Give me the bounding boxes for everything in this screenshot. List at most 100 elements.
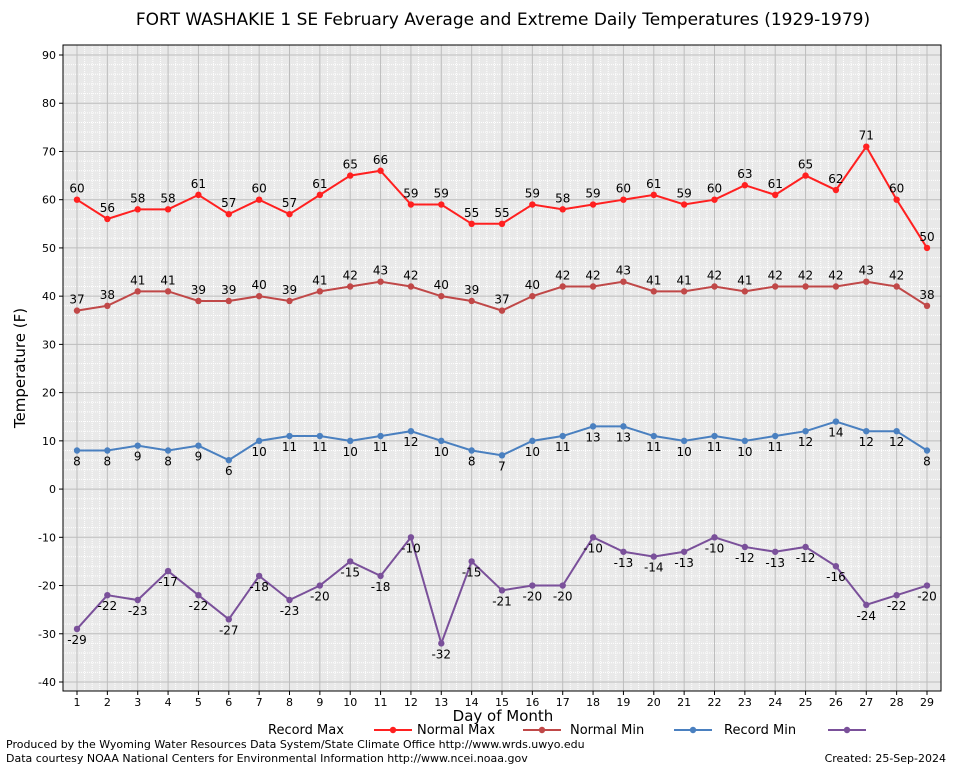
data-label-record-min: -20 [917,590,937,604]
data-label-record-max: 62 [828,172,843,186]
legend-item-record-min: Record Min [724,723,866,738]
data-point-record-min [772,548,779,555]
data-point-record-min [164,567,172,575]
series-normal-max: 37 38 41 41 39 39 40 39 41 42 43 42 40 39 37 40 42 42 43 41… [69,264,935,314]
x-tick-label: 28 [890,696,904,709]
x-tick-label: 3 [134,696,141,709]
data-point-record-max [498,220,506,228]
data-label-record-min: -22 [887,599,907,613]
data-label-normal-max: 43 [616,264,631,278]
legend-label-record-max: Record Max [268,723,344,738]
y-tick-label: 70 [42,145,56,158]
data-label-record-max: 57 [282,196,297,210]
x-tick-label: 26 [829,696,843,709]
data-label-normal-max: 42 [798,269,813,283]
data-label-normal-min: 8 [468,454,476,468]
data-label-normal-max: 42 [343,269,358,283]
data-point-record-max [832,186,840,194]
legend-item-normal-min: Normal Min [570,723,712,738]
data-label-record-max: 60 [616,182,631,196]
x-tick-label: 25 [799,696,813,709]
data-point-normal-max [104,302,111,309]
data-point-normal-max [255,292,263,300]
data-label-normal-min: 8 [923,454,931,468]
data-label-normal-min: 12 [403,435,418,449]
x-tick-label: 22 [708,696,722,709]
data-label-normal-min: 10 [343,445,358,459]
data-label-record-max: 60 [69,182,84,196]
data-label-record-max: 63 [737,167,752,181]
data-label-normal-min: 13 [585,430,600,444]
data-point-normal-min [134,442,141,449]
data-label-record-max: 59 [403,187,418,201]
data-point-normal-min [893,428,900,435]
data-point-record-min [711,534,718,541]
data-point-record-min [104,591,111,599]
data-label-normal-max: 40 [434,278,449,292]
data-label-record-max: 59 [585,187,600,201]
data-label-record-min: -12 [796,551,816,565]
data-point-record-min [589,534,597,541]
data-label-record-max: 60 [707,182,722,196]
data-label-record-min: -10 [583,541,603,555]
data-label-normal-min: 10 [525,445,540,459]
x-tick-label: 19 [616,696,630,709]
y-tick-label: 20 [42,387,56,400]
data-label-normal-min: 9 [134,450,142,464]
legend: Record Max Normal Max Normal Min Record Min [268,723,866,738]
x-tick-label: 10 [343,696,357,709]
data-point-record-min [377,572,384,580]
data-point-normal-max [286,297,293,305]
data-label-normal-max: 41 [737,273,752,287]
x-axis-label: Day of Month [453,707,554,725]
data-point-normal-min [680,437,688,445]
data-label-normal-max: 42 [707,269,722,283]
x-tick-label: 27 [859,696,873,709]
x-tick-label: 23 [738,696,752,709]
data-point-normal-min [286,432,293,440]
x-tick-label: 13 [434,696,448,709]
data-point-normal-max [377,278,384,285]
data-point-normal-min [589,423,597,430]
data-point-record-max [680,201,688,208]
data-label-normal-max: 37 [69,293,84,307]
y-tick-label: 90 [42,49,56,62]
data-label-normal-min: 12 [798,435,813,449]
data-point-record-min [529,582,536,589]
data-point-record-max [772,191,779,199]
data-point-record-max [741,182,749,189]
data-label-normal-max: 42 [403,269,418,283]
data-point-record-max [620,196,627,203]
data-label-record-min: -12 [735,551,755,565]
data-label-record-min: -10 [705,541,725,555]
data-label-record-max: 59 [434,187,449,201]
data-label-record-min: -16 [826,570,846,584]
data-label-record-min: -22 [189,599,209,613]
data-point-record-max [104,215,111,223]
x-tick-label: 9 [316,696,323,709]
y-tick-label: 10 [42,435,56,448]
data-point-normal-max [529,292,536,300]
y-tick-label: 40 [42,290,56,303]
data-point-record-max [255,196,263,203]
data-point-normal-max [407,283,415,290]
x-tick-label: 24 [768,696,782,709]
data-label-normal-max: 39 [191,283,206,297]
data-label-normal-max: 41 [130,273,145,287]
data-label-record-max: 61 [768,177,783,191]
data-point-record-min [195,591,202,599]
data-label-record-max: 61 [312,177,327,191]
data-label-record-max: 65 [343,158,358,172]
data-label-record-min: -20 [553,590,573,604]
data-label-normal-max: 39 [282,283,297,297]
data-label-record-min: -22 [98,599,118,613]
data-label-normal-min: 8 [104,454,112,468]
data-point-record-min [863,601,870,609]
data-point-normal-min [377,432,384,440]
data-label-record-max: 71 [859,129,874,143]
data-point-record-min [923,582,931,589]
data-point-normal-min [316,432,324,440]
data-point-normal-min [104,447,111,454]
data-label-record-min: -27 [219,623,239,637]
data-label-normal-min: 11 [768,440,783,454]
